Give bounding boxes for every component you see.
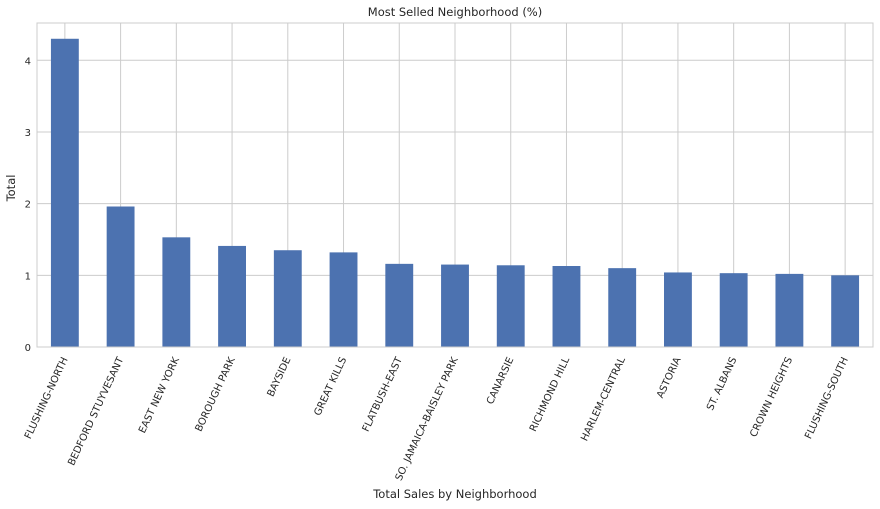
bar xyxy=(218,245,246,347)
chart-title: Most Selled Neighborhood (%) xyxy=(368,5,542,19)
bar xyxy=(106,206,135,347)
y-tick-label: 3 xyxy=(25,128,31,139)
bar xyxy=(775,273,804,347)
bar xyxy=(329,252,358,347)
x-tick-label: ASTORIA xyxy=(655,355,684,400)
x-tick-label: FLUSHING-NORTH xyxy=(23,356,71,441)
y-tick-label: 0 xyxy=(25,343,31,354)
bar xyxy=(50,38,79,348)
x-tick-label: BAYSIDE xyxy=(266,356,294,399)
bars xyxy=(50,38,860,348)
y-ticks: 0 1 2 3 4 xyxy=(25,56,31,354)
plot-frame xyxy=(36,22,874,348)
x-tick-label: EAST NEW YORK xyxy=(137,355,182,435)
x-tick-label: RICHMOND HILL xyxy=(528,355,572,433)
bar xyxy=(496,265,525,347)
x-tick-label: BOROUGH PARK xyxy=(194,355,238,433)
bar xyxy=(719,273,748,347)
y-tick-label: 2 xyxy=(25,200,31,211)
x-tick-label: CROWN HEIGHTS xyxy=(748,356,795,439)
x-tick-label: FLUSHING-SOUTH xyxy=(803,356,851,441)
bar xyxy=(664,272,692,347)
x-tick-label: CANARSIE xyxy=(485,356,516,407)
y-axis-label: Total xyxy=(4,175,18,203)
x-tick-label: BEDFORD STUYVESANT xyxy=(66,355,126,468)
x-tick-label: GREAT KILLS xyxy=(312,356,349,418)
bar xyxy=(441,264,469,347)
bar xyxy=(385,263,414,347)
x-tick-label: ST. ALBANS xyxy=(705,356,739,413)
x-axis-label: Total Sales by Neighborhood xyxy=(372,487,537,501)
bar xyxy=(162,237,191,347)
bar xyxy=(831,275,860,347)
x-tick-label: SO. JAMAICA-BAISLEY PARK xyxy=(394,355,461,482)
bar xyxy=(608,268,637,347)
x-tick-label: FLATBUSH-EAST xyxy=(361,355,406,434)
y-tick-label: 4 xyxy=(25,56,31,67)
bar xyxy=(273,250,302,347)
y-tick-label: 1 xyxy=(25,271,31,282)
bar xyxy=(552,266,581,347)
x-tick-label: HARLEM-CENTRAL xyxy=(579,355,628,443)
